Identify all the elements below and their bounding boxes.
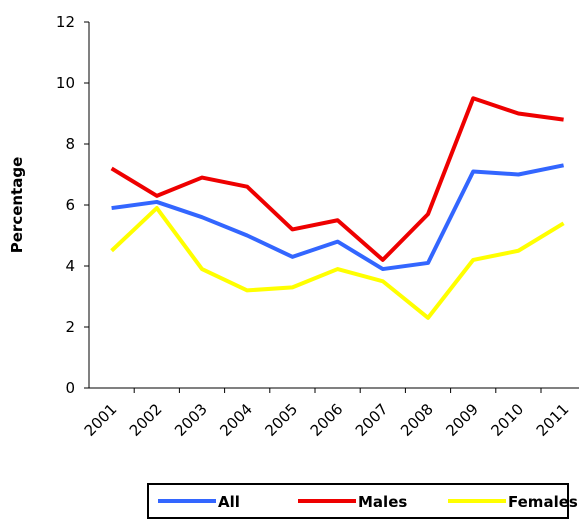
x-tick-label: 2009 (442, 400, 482, 440)
legend-label: Males (358, 493, 407, 511)
series-line (110, 96, 564, 262)
x-tick-label: 2002 (126, 400, 166, 440)
series-line (110, 206, 565, 320)
y-tick-label: 10 (56, 74, 75, 92)
y-tick-label: 0 (65, 379, 75, 397)
series-line (111, 163, 564, 272)
y-tick-label: 8 (65, 135, 75, 153)
x-tick-label: 2003 (171, 400, 211, 440)
x-tick-label: 2006 (307, 400, 347, 440)
y-tick-label: 2 (65, 318, 75, 336)
y-tick-label: 12 (56, 13, 75, 31)
y-axis-label: Percentage (8, 157, 26, 254)
y-tick-label: 4 (65, 257, 75, 275)
legend-label: All (218, 493, 240, 511)
x-tick-label: 2001 (81, 400, 121, 440)
x-tick-label: 2004 (216, 400, 256, 440)
x-tick-label: 2011 (533, 400, 573, 440)
x-tick-label: 2010 (487, 400, 527, 440)
y-tick-label: 6 (65, 196, 75, 214)
x-tick-label: 2005 (261, 400, 301, 440)
legend-label: Females (508, 493, 578, 511)
x-tick-label: 2008 (397, 400, 437, 440)
x-tick-label: 2007 (352, 400, 392, 440)
